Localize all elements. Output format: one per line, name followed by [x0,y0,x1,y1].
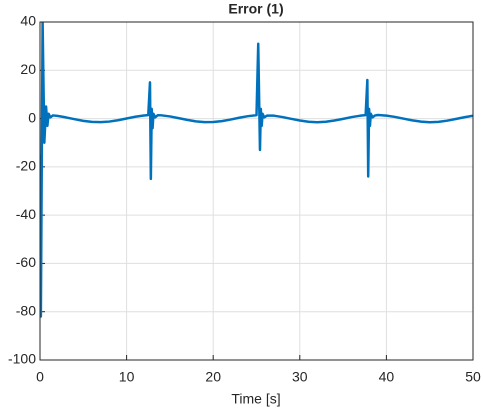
plot-frame [39,21,474,361]
y-tick-label: 0 [28,109,36,125]
x-tick-label: 10 [119,369,135,385]
x-tick-label: 50 [465,369,481,385]
y-tick-label: -80 [16,302,36,318]
x-tick-label: 20 [205,369,221,385]
chart-title: Error (1) [228,1,283,17]
y-tick-label: -20 [16,158,36,174]
x-tick-label: 40 [379,369,395,385]
line-series [40,22,473,318]
x-tick-label: 0 [36,369,44,385]
y-tick-label: 20 [20,61,36,77]
x-tick-label: 30 [292,369,308,385]
x-axis-label: Time [s] [231,391,280,407]
y-tick-label: 40 [20,13,36,29]
y-tick-label: -40 [16,206,36,222]
y-tick-label: -100 [8,351,36,367]
y-tick-label: -60 [16,254,36,270]
